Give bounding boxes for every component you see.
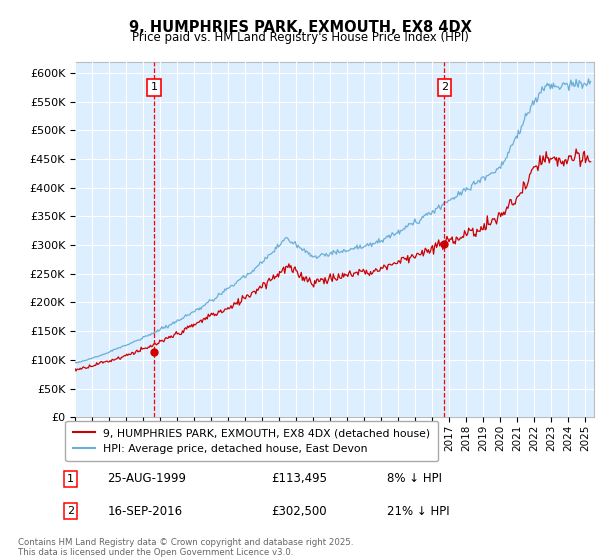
Text: 16-SEP-2016: 16-SEP-2016: [107, 505, 182, 517]
Text: 25-AUG-1999: 25-AUG-1999: [107, 473, 187, 486]
Text: 8% ↓ HPI: 8% ↓ HPI: [388, 473, 442, 486]
Text: £113,495: £113,495: [271, 473, 327, 486]
Legend: 9, HUMPHRIES PARK, EXMOUTH, EX8 4DX (detached house), HPI: Average price, detach: 9, HUMPHRIES PARK, EXMOUTH, EX8 4DX (det…: [65, 421, 438, 461]
Text: 21% ↓ HPI: 21% ↓ HPI: [388, 505, 450, 517]
Text: Contains HM Land Registry data © Crown copyright and database right 2025.
This d: Contains HM Land Registry data © Crown c…: [18, 538, 353, 557]
Text: £302,500: £302,500: [271, 505, 327, 517]
Text: 2: 2: [441, 82, 448, 92]
Text: 1: 1: [67, 474, 74, 484]
Text: 1: 1: [151, 82, 158, 92]
Text: Price paid vs. HM Land Registry's House Price Index (HPI): Price paid vs. HM Land Registry's House …: [131, 31, 469, 44]
Text: 9, HUMPHRIES PARK, EXMOUTH, EX8 4DX: 9, HUMPHRIES PARK, EXMOUTH, EX8 4DX: [128, 20, 472, 35]
Text: 2: 2: [67, 506, 74, 516]
